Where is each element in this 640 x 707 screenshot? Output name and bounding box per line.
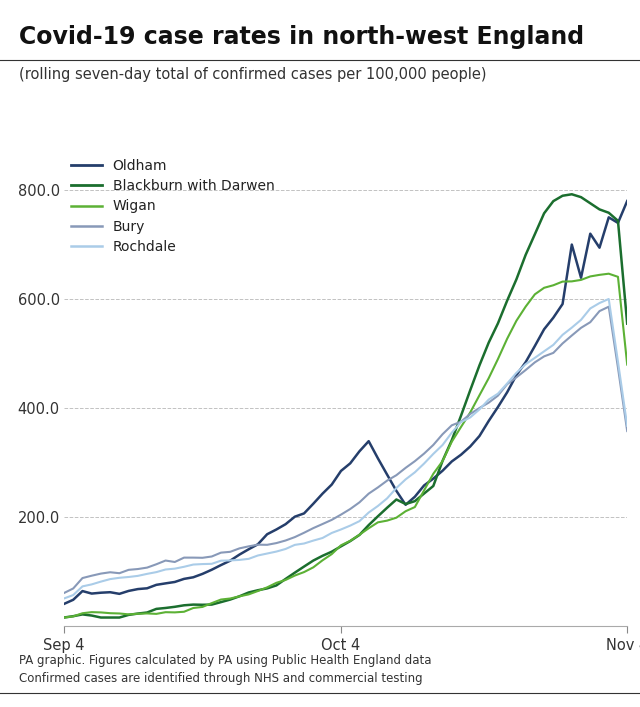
Legend: Oldham, Blackburn with Darwen, Wigan, Bury, Rochdale: Oldham, Blackburn with Darwen, Wigan, Bu… [71, 159, 275, 254]
Text: Covid-19 case rates in north-west England: Covid-19 case rates in north-west Englan… [19, 25, 584, 49]
Text: Confirmed cases are identified through NHS and commercial testing: Confirmed cases are identified through N… [19, 672, 423, 684]
Text: PA graphic. Figures calculated by PA using Public Health England data: PA graphic. Figures calculated by PA usi… [19, 654, 432, 667]
Text: (rolling seven-day total of confirmed cases per 100,000 people): (rolling seven-day total of confirmed ca… [19, 67, 486, 82]
